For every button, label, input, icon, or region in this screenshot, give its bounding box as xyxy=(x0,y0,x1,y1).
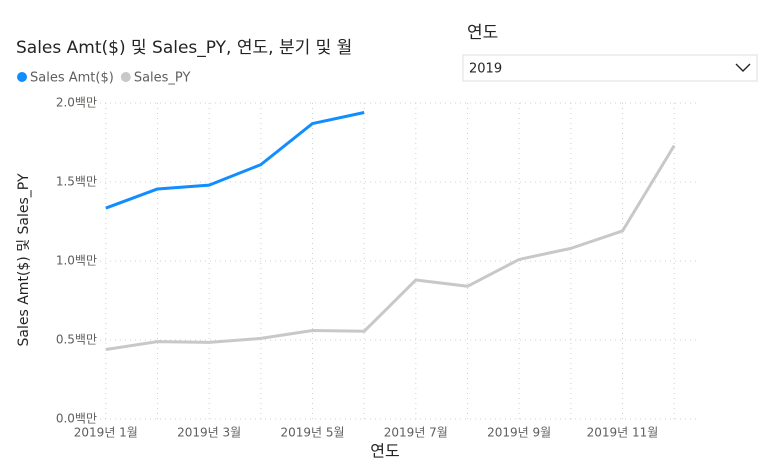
slicer: 연도 2019 xyxy=(462,23,758,82)
dropdown-box[interactable] xyxy=(462,54,758,82)
legend-label: Sales_PY xyxy=(134,71,191,86)
legend-marker xyxy=(120,72,131,82)
slicer-dropdown[interactable]: 2019 xyxy=(462,54,758,82)
chart-title: Sales Amt($) 및 Sales_PY, 연도, 분기 및 월 xyxy=(16,38,352,58)
x-tick-label: 2019년 9월 xyxy=(487,426,551,440)
dropdown-value[interactable]: 2019 xyxy=(469,62,502,77)
y-tick-label: 1.0백만 xyxy=(56,254,97,268)
x-tick-label: 2019년 5월 xyxy=(280,426,344,440)
y-tick-label: 1.5백만 xyxy=(56,175,97,189)
series-line xyxy=(105,111,365,210)
y-axis-label: Sales Amt($) 및 Sales_PY xyxy=(16,173,32,346)
x-tick-label: 2019년 1월 xyxy=(74,426,138,440)
series-line xyxy=(105,144,676,351)
y-tick-label: 0.0백만 xyxy=(56,412,97,426)
x-tick-label: 2019년 3월 xyxy=(177,426,241,440)
y-tick-label: 2.0백만 xyxy=(56,96,97,110)
slicer-title: 연도 xyxy=(467,23,498,43)
y-tick-label: 0.5백만 xyxy=(56,333,97,347)
x-axis-label: 연도 xyxy=(370,442,399,461)
x-tick-label: 2019년 7월 xyxy=(384,426,448,440)
x-tick-label: 2019년 11월 xyxy=(587,426,659,440)
legend-label: Sales Amt($) xyxy=(30,71,114,86)
legend-marker xyxy=(17,72,27,82)
chevron[interactable] xyxy=(735,63,751,72)
